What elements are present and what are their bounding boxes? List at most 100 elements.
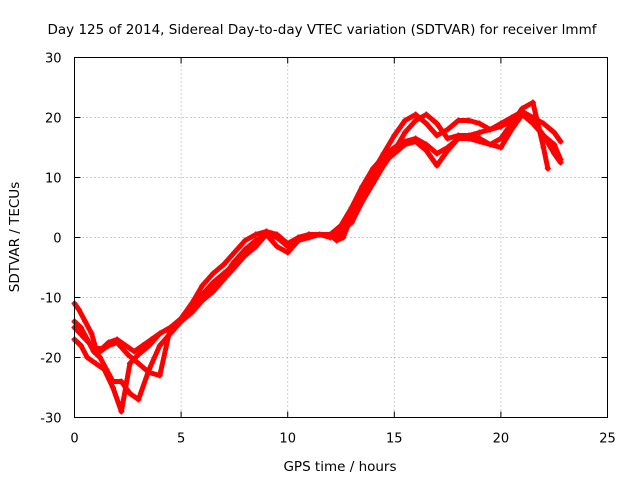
- data-point: [118, 408, 125, 415]
- data-point: [242, 252, 249, 259]
- data-point: [519, 105, 526, 112]
- data-point: [88, 330, 95, 337]
- data-point: [178, 318, 185, 325]
- data-point: [97, 354, 104, 361]
- y-tick-label: -10: [40, 292, 61, 307]
- data-point: [77, 324, 84, 331]
- series-track-d: [71, 99, 551, 379]
- x-tick-label: 10: [279, 432, 296, 447]
- data-point: [109, 384, 116, 391]
- data-point: [465, 117, 472, 124]
- series-line: [72, 112, 564, 414]
- data-point: [455, 117, 462, 124]
- data-point: [274, 231, 281, 238]
- y-tick-label: -30: [40, 412, 61, 427]
- data-point: [412, 138, 419, 145]
- data-point: [412, 111, 419, 118]
- data-point: [423, 141, 430, 148]
- data-point: [97, 348, 104, 355]
- data-point: [156, 342, 163, 349]
- data-point: [476, 120, 483, 127]
- data-point: [210, 279, 217, 286]
- data-point: [167, 324, 174, 331]
- data-point: [220, 270, 227, 277]
- data-point: [188, 306, 195, 313]
- data-point: [156, 372, 163, 379]
- data-point: [80, 333, 87, 340]
- data-point: [75, 306, 82, 313]
- data-point: [497, 123, 504, 130]
- data-point: [114, 339, 121, 346]
- data-point: [544, 165, 551, 172]
- data-point: [252, 231, 259, 238]
- data-point: [540, 120, 547, 127]
- data-point: [306, 231, 313, 238]
- data-point: [423, 111, 430, 118]
- data-point: [369, 171, 376, 178]
- y-tick-label: 0: [53, 232, 61, 247]
- data-point: [359, 189, 366, 196]
- data-point: [156, 330, 163, 337]
- data-point: [444, 147, 451, 154]
- data-point: [557, 159, 564, 166]
- data-point: [131, 348, 138, 355]
- data-point: [263, 228, 270, 235]
- x-tick-label: 20: [493, 432, 510, 447]
- data-point: [199, 291, 206, 298]
- data-point: [84, 354, 91, 361]
- data-point: [369, 180, 376, 187]
- series-line: [72, 112, 564, 402]
- data-point: [380, 153, 387, 160]
- data-point: [391, 147, 398, 154]
- data-point: [327, 231, 334, 238]
- data-point: [210, 270, 217, 277]
- data-point: [551, 129, 558, 136]
- data-point: [433, 120, 440, 127]
- data-point: [529, 99, 536, 106]
- data-point: [348, 219, 355, 226]
- data-point: [476, 135, 483, 142]
- data-point: [508, 120, 515, 127]
- data-point: [338, 228, 344, 235]
- data-point: [231, 261, 238, 268]
- data-point: [433, 162, 440, 169]
- data-point: [88, 342, 95, 349]
- x-tick-label: 25: [599, 432, 616, 447]
- data-point: [423, 147, 430, 154]
- y-axis-label: SDTVAR / TECUs: [7, 182, 23, 292]
- data-point: [401, 117, 408, 124]
- data-point: [126, 390, 133, 397]
- data-point: [551, 141, 558, 148]
- data-point: [497, 144, 504, 151]
- series-track-b: [71, 111, 564, 403]
- data-point: [487, 126, 494, 133]
- x-tick-label: 0: [70, 432, 78, 447]
- x-tick-label: 5: [177, 432, 185, 447]
- data-point: [412, 117, 419, 124]
- data-point: [433, 132, 440, 139]
- chart-title: Day 125 of 2014, Sidereal Day-to-day VTE…: [48, 22, 598, 38]
- axis-ticks: [74, 57, 608, 418]
- data-point: [391, 132, 398, 139]
- data-point: [359, 198, 366, 205]
- y-tick-label: 10: [45, 172, 62, 187]
- data-point: [540, 144, 547, 151]
- series-line: [72, 109, 564, 354]
- data-point: [316, 231, 323, 238]
- data-point: [146, 369, 153, 376]
- data-point: [380, 162, 387, 169]
- data-point: [146, 342, 153, 349]
- data-point: [295, 234, 302, 241]
- x-tick-labels: 0 5 10 15 20 25: [70, 432, 615, 447]
- y-tick-label: 30: [45, 52, 62, 67]
- data-point: [135, 351, 142, 358]
- x-tick-label: 15: [386, 432, 403, 447]
- data-point: [401, 129, 408, 136]
- data-point: [444, 135, 451, 142]
- data-point: [135, 360, 142, 367]
- data-point: [401, 141, 408, 148]
- y-tick-labels: -30 -20 -10 0 10 20 30: [40, 52, 61, 427]
- data-point: [139, 342, 146, 349]
- data-point: [118, 378, 125, 385]
- x-axis-label: GPS time / hours: [283, 459, 396, 475]
